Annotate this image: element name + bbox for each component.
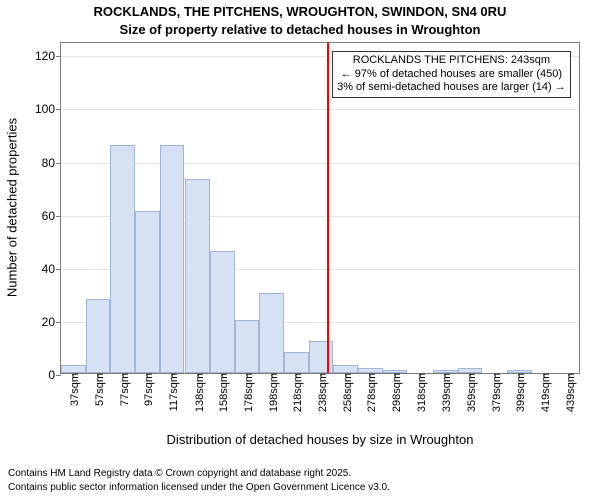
x-tick-label: 57sqm [90, 373, 106, 406]
annotation-box: ROCKLANDS THE PITCHENS: 243sqm← 97% of d… [332, 51, 571, 98]
x-tick-label: 178sqm [239, 373, 255, 412]
x-tick-label: 37sqm [65, 373, 81, 406]
x-tick-label: 218sqm [288, 373, 304, 412]
histogram-bar [259, 293, 284, 373]
footer-line1: Contains HM Land Registry data © Crown c… [8, 468, 351, 479]
y-tick-label: 80 [42, 156, 61, 170]
gridline [61, 109, 579, 110]
annotation-line: ← 97% of detached houses are smaller (45… [337, 68, 566, 82]
chart-title-line1: ROCKLANDS, THE PITCHENS, WROUGHTON, SWIN… [0, 4, 600, 19]
gridline [61, 163, 579, 164]
y-axis-label: Number of detached properties [5, 108, 20, 308]
x-tick-label: 359sqm [462, 373, 478, 412]
histogram-bar [284, 352, 309, 373]
y-tick-label: 40 [42, 262, 61, 276]
x-tick-label: 97sqm [139, 373, 155, 406]
chart-plot-area: 02040608010012037sqm57sqm77sqm97sqm117sq… [60, 42, 580, 374]
x-tick-label: 439sqm [561, 373, 577, 412]
y-tick-label: 60 [42, 209, 61, 223]
x-tick-label: 379sqm [487, 373, 503, 412]
x-tick-label: 198sqm [264, 373, 280, 412]
histogram-bar [235, 320, 260, 373]
x-tick-label: 298sqm [387, 373, 403, 412]
x-tick-label: 339sqm [437, 373, 453, 412]
histogram-bar [110, 145, 135, 373]
histogram-bar [61, 365, 86, 373]
reference-line [327, 43, 329, 373]
histogram-bar [185, 179, 210, 373]
histogram-bar [333, 365, 358, 373]
x-axis-label: Distribution of detached houses by size … [60, 432, 580, 447]
y-tick-label: 20 [42, 315, 61, 329]
histogram-bar [86, 299, 111, 373]
x-tick-label: 158sqm [214, 373, 230, 412]
x-tick-label: 318sqm [412, 373, 428, 412]
footer-line2: Contains public sector information licen… [8, 482, 390, 493]
x-tick-label: 77sqm [115, 373, 131, 406]
y-tick-label: 0 [48, 368, 61, 382]
x-tick-label: 399sqm [511, 373, 527, 412]
histogram-bar [135, 211, 160, 373]
y-tick-label: 120 [35, 49, 61, 63]
chart-title-line2: Size of property relative to detached ho… [0, 22, 600, 37]
x-tick-label: 419sqm [536, 373, 552, 412]
annotation-line: 3% of semi-detached houses are larger (1… [337, 81, 566, 95]
y-tick-label: 100 [35, 102, 61, 116]
x-tick-label: 138sqm [190, 373, 206, 412]
x-tick-label: 117sqm [164, 373, 180, 411]
histogram-bar [160, 145, 185, 373]
x-tick-label: 278sqm [362, 373, 378, 412]
x-tick-label: 258sqm [338, 373, 354, 412]
x-tick-label: 238sqm [313, 373, 329, 412]
annotation-line: ROCKLANDS THE PITCHENS: 243sqm [337, 54, 566, 68]
histogram-bar [309, 341, 334, 373]
histogram-bar [210, 251, 235, 373]
